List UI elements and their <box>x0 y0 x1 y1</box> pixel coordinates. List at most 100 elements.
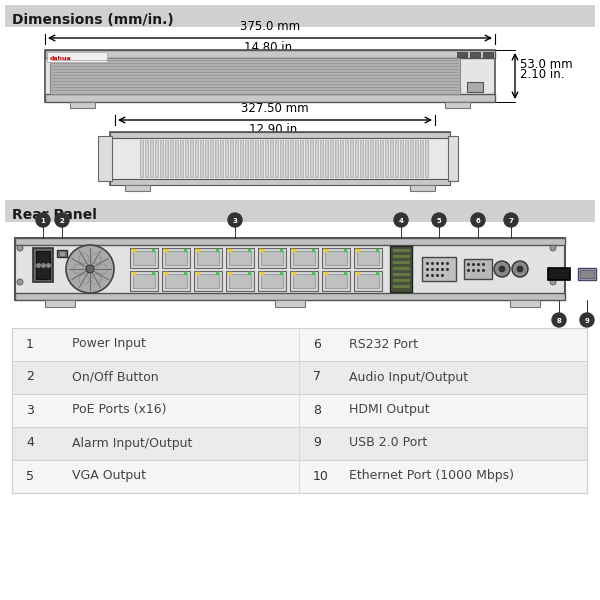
Bar <box>185 140 188 177</box>
Bar <box>258 271 286 291</box>
Bar <box>445 102 470 108</box>
Bar <box>12 427 587 460</box>
Bar <box>59 251 65 256</box>
Bar <box>280 140 283 177</box>
Bar <box>335 140 338 177</box>
Bar <box>310 140 313 177</box>
Circle shape <box>66 245 114 293</box>
Bar <box>340 140 343 177</box>
Bar <box>197 251 219 265</box>
Bar <box>12 460 587 493</box>
Bar <box>483 52 493 57</box>
Bar <box>578 268 596 280</box>
Bar <box>300 140 303 177</box>
Bar <box>235 140 238 177</box>
Bar <box>145 140 148 177</box>
Text: dahua: dahua <box>50 55 71 61</box>
Bar <box>170 140 173 177</box>
Bar <box>5 200 595 222</box>
Bar <box>390 140 393 177</box>
Text: Audio Input/Output: Audio Input/Output <box>349 370 468 383</box>
Bar <box>12 361 587 394</box>
Circle shape <box>580 313 594 327</box>
Text: On/Off Button: On/Off Button <box>72 370 158 383</box>
Circle shape <box>86 265 94 273</box>
Bar <box>195 140 198 177</box>
Bar <box>180 140 183 177</box>
Bar <box>325 140 328 177</box>
Text: 9: 9 <box>584 318 589 324</box>
Bar <box>355 140 358 177</box>
Bar <box>305 140 308 177</box>
Circle shape <box>228 213 242 227</box>
Bar <box>350 140 353 177</box>
Bar <box>162 271 190 291</box>
Bar <box>45 50 495 58</box>
Circle shape <box>471 213 485 227</box>
Bar <box>365 140 368 177</box>
Circle shape <box>394 213 408 227</box>
Bar <box>130 248 158 268</box>
Bar <box>420 140 423 177</box>
Bar <box>140 140 143 177</box>
Bar <box>70 102 95 108</box>
Text: Rear Panel: Rear Panel <box>12 208 97 222</box>
Bar <box>360 140 363 177</box>
Bar <box>354 271 382 291</box>
Bar <box>357 274 379 288</box>
Bar <box>110 179 450 185</box>
Bar <box>457 52 467 57</box>
Text: HDMI Output: HDMI Output <box>349 403 430 416</box>
Text: 14.80 in.: 14.80 in. <box>244 41 296 54</box>
Text: PoE Ports (x16): PoE Ports (x16) <box>72 403 167 416</box>
Bar <box>320 140 323 177</box>
Bar <box>226 248 254 268</box>
Bar <box>395 140 398 177</box>
Bar <box>345 140 348 177</box>
Text: 7: 7 <box>509 218 514 224</box>
Bar <box>415 140 418 177</box>
Text: 7: 7 <box>313 370 321 383</box>
Bar <box>165 274 187 288</box>
Text: VGA Output: VGA Output <box>72 469 146 482</box>
Bar <box>422 257 456 281</box>
Bar <box>380 140 383 177</box>
Bar <box>290 271 318 291</box>
Text: 327.50 mm: 327.50 mm <box>241 102 309 115</box>
Circle shape <box>494 261 510 277</box>
Bar <box>270 140 273 177</box>
Bar <box>448 136 458 181</box>
Bar <box>275 300 305 307</box>
Bar <box>125 185 150 191</box>
Bar <box>110 132 450 138</box>
Bar <box>392 248 410 252</box>
Text: 375.0 mm: 375.0 mm <box>240 20 300 33</box>
Bar <box>12 394 587 427</box>
Bar <box>197 274 219 288</box>
Text: RS232 Port: RS232 Port <box>349 337 418 350</box>
Bar <box>290 248 318 268</box>
Bar <box>510 300 540 307</box>
Bar <box>322 271 350 291</box>
Bar <box>36 251 50 279</box>
Bar <box>33 248 53 282</box>
Bar <box>12 328 587 493</box>
Bar <box>258 248 286 268</box>
Text: Ethernet Port (1000 Mbps): Ethernet Port (1000 Mbps) <box>349 469 514 482</box>
Bar <box>240 140 243 177</box>
Bar <box>45 94 495 102</box>
Text: 9: 9 <box>313 437 321 449</box>
Bar <box>200 140 203 177</box>
Bar <box>464 259 492 279</box>
Bar <box>165 140 168 177</box>
Bar <box>375 140 378 177</box>
Bar <box>229 251 251 265</box>
Bar <box>261 274 283 288</box>
Circle shape <box>517 266 523 272</box>
Circle shape <box>499 266 505 272</box>
Bar <box>410 140 413 177</box>
Bar <box>57 250 67 257</box>
Circle shape <box>17 279 23 285</box>
Bar <box>220 140 223 177</box>
Bar <box>392 260 410 264</box>
